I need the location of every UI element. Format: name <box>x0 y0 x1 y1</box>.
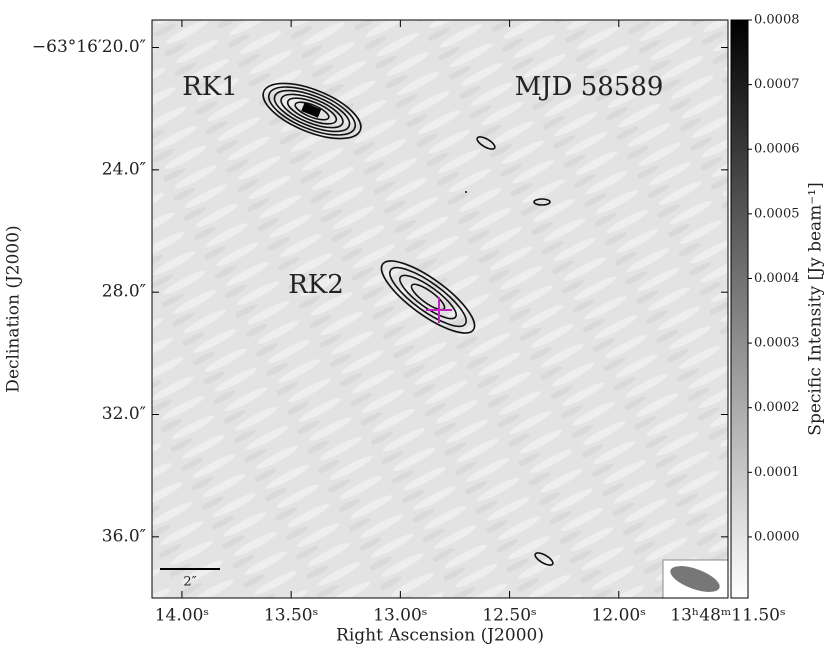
contour <box>534 552 554 566</box>
scale-bar-label: 2″ <box>183 575 196 590</box>
y-tick-label: 36.0″ <box>102 526 146 546</box>
contour <box>476 136 496 150</box>
colorbar-tick-label: 0.0006 <box>754 142 800 157</box>
colorbar-tick-label: 0.0005 <box>754 206 800 221</box>
x-tick-label: 12.50ˢ <box>482 606 536 626</box>
beam <box>670 566 720 592</box>
x-tick-label: 13ʰ48ᵐ11.50ˢ <box>670 606 785 626</box>
annotation: MJD 58589 <box>515 72 664 102</box>
source-rk2 <box>380 260 476 334</box>
x-tick-label: 12.00ˢ <box>592 606 646 626</box>
x-tick-label: 14.00ˢ <box>155 606 209 626</box>
contour <box>533 198 551 206</box>
y-tick-label: −63°16′20.0″ <box>32 37 146 57</box>
contour <box>465 191 467 193</box>
colorbar-tick-label: 0.0004 <box>754 271 800 286</box>
y-tick-label: 32.0″ <box>102 404 146 424</box>
image <box>152 20 728 598</box>
colorbar-tick-label: 0.0000 <box>754 529 800 544</box>
x-axis-label: Right Ascension (J2000) <box>336 626 544 646</box>
colorbar-tick-label: 0.0001 <box>754 465 800 480</box>
y-tick-label: 28.0″ <box>102 282 146 302</box>
y-tick-label: 24.0″ <box>102 159 146 179</box>
colorbar-tick-label: 0.0002 <box>754 400 800 415</box>
position-marker <box>426 297 452 323</box>
x-tick-label: 13.00ˢ <box>373 606 427 626</box>
annotation: RK2 <box>288 270 344 300</box>
annotation: RK1 <box>182 72 238 102</box>
plot-frame <box>151 19 729 599</box>
colorbar-tick-label: 0.0007 <box>754 77 800 92</box>
source-rk1 <box>262 82 362 140</box>
colorbar-label: Specific Intensity [Jy beam⁻¹] <box>806 182 826 435</box>
colorbar-tick-label: 0.0003 <box>754 336 800 351</box>
colorbar <box>730 19 749 599</box>
x-tick-label: 13.50ˢ <box>264 606 318 626</box>
y-axis-label: Declination (J2000) <box>4 225 24 392</box>
colorbar-tick-label: 0.0008 <box>754 13 800 28</box>
